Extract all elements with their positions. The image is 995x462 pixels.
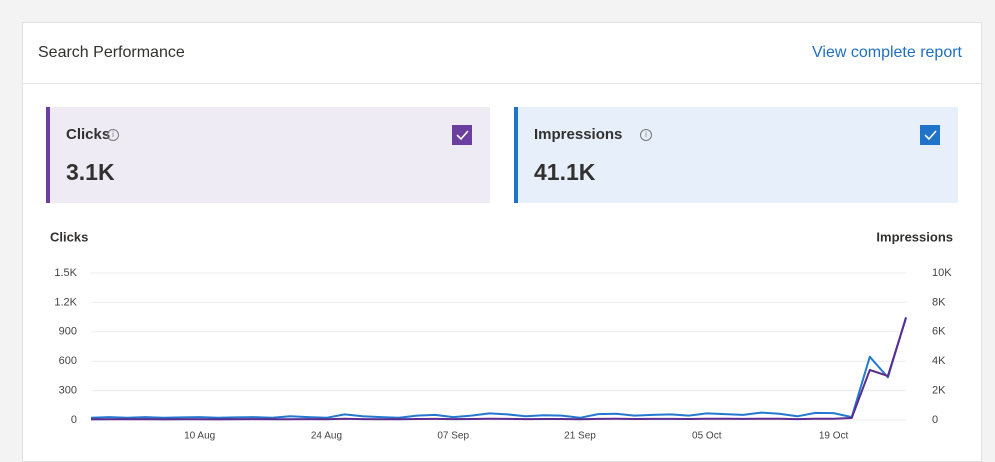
info-icon[interactable]: i xyxy=(107,129,119,141)
y2-tick-label: 0 xyxy=(932,414,938,426)
report-link[interactable]: View complete report xyxy=(812,44,962,61)
y-tick-label: 1.5K xyxy=(54,267,77,279)
x-tick-label: 19 Oct xyxy=(819,431,849,442)
y-tick-label: 600 xyxy=(59,355,77,367)
y2-tick-label: 8K xyxy=(932,296,946,308)
page: Search Performance View complete report … xyxy=(22,22,982,462)
y2-axis-title: Impressions xyxy=(876,229,953,244)
y-tick-label: 0 xyxy=(71,414,77,426)
y-tick-label: 300 xyxy=(59,385,77,397)
y2-tick-label: 10K xyxy=(932,267,952,279)
y-tick-label: 1.2K xyxy=(54,296,77,308)
clicks-card[interactable]: Clicks i 3.1K xyxy=(46,107,490,203)
info-icon[interactable]: i xyxy=(640,129,652,141)
card-label: Clicks xyxy=(66,126,111,143)
panel-header: Search Performance View complete report xyxy=(23,23,981,84)
y-tick-label: 900 xyxy=(59,326,77,338)
card-value: 41.1K xyxy=(534,159,596,185)
checkbox[interactable] xyxy=(920,125,940,145)
series-line xyxy=(90,317,907,421)
card-label: Impressions xyxy=(534,126,623,143)
y2-tick-label: 4K xyxy=(932,355,946,367)
checkbox[interactable] xyxy=(452,125,472,145)
card-value: 3.1K xyxy=(66,159,115,185)
chart: Clicks Impressions 0 300 600 900 1.2K 1.5K 0 2K… xyxy=(50,229,953,442)
x-tick-label: 21 Sep xyxy=(564,431,596,442)
y-axis-title: Clicks xyxy=(50,229,88,244)
y2-tick-label: 2K xyxy=(932,385,946,397)
x-tick-label: 05 Oct xyxy=(692,431,722,442)
x-tick-label: 07 Sep xyxy=(437,431,469,442)
x-tick-label: 24 Aug xyxy=(311,431,342,442)
y2-tick-label: 6K xyxy=(932,326,946,338)
impressions-card[interactable]: Impressions i 41.1K xyxy=(514,107,958,203)
performance-panel: Search Performance View complete report xyxy=(22,22,982,462)
x-tick-label: 10 Aug xyxy=(184,431,215,442)
panel-title: Search Performance xyxy=(38,44,185,61)
series-line xyxy=(90,316,907,419)
